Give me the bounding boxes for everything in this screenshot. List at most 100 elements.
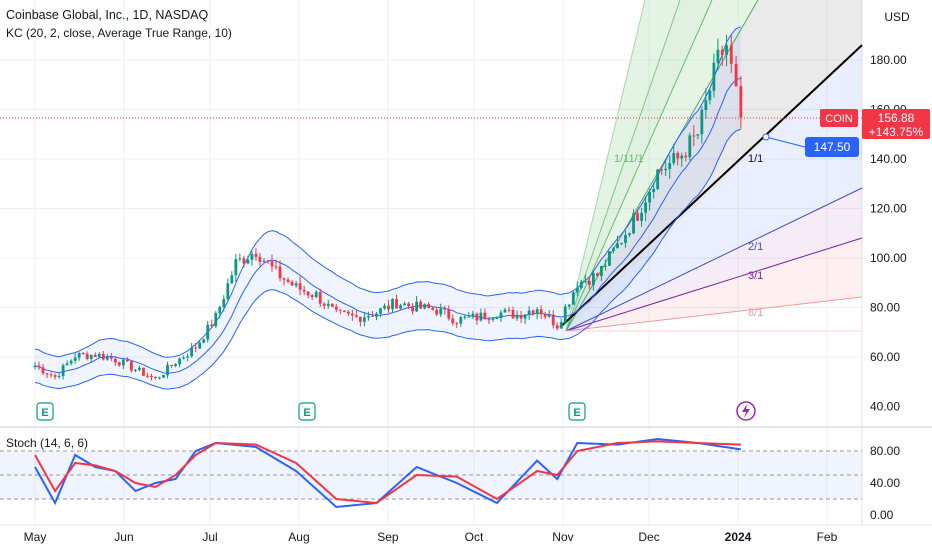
candle xyxy=(302,289,306,292)
time-tick-label: Jun xyxy=(114,530,133,544)
time-tick-label: Oct xyxy=(465,530,484,544)
candle xyxy=(206,324,210,340)
candle xyxy=(523,314,527,319)
fan-line xyxy=(565,296,863,332)
candle xyxy=(443,308,447,310)
candle xyxy=(680,155,684,159)
fan-label: 3/1 xyxy=(748,270,763,282)
gann-fan xyxy=(559,0,863,332)
candle xyxy=(704,100,708,110)
candle xyxy=(616,243,619,249)
fan-line xyxy=(565,187,863,332)
background-layer xyxy=(0,0,932,526)
time-tick-label: 2024 xyxy=(725,530,752,544)
candle xyxy=(226,283,230,299)
candle xyxy=(463,316,467,318)
candle xyxy=(246,259,250,264)
trendline-price-value: 147.50 xyxy=(814,140,851,154)
axes: 180.00160.00140.00120.00100.0080.0060.00… xyxy=(24,53,907,544)
candle xyxy=(33,365,37,368)
candle xyxy=(158,377,161,379)
kc-middle xyxy=(34,77,742,374)
time-tick-label: Sep xyxy=(377,530,399,544)
candle xyxy=(330,303,334,307)
candle xyxy=(716,49,720,63)
fan-line xyxy=(565,0,646,332)
candle xyxy=(483,312,487,320)
candle xyxy=(234,259,238,276)
price-tick-label: 140.00 xyxy=(870,152,907,166)
keltner-channel xyxy=(34,26,742,390)
candle xyxy=(322,303,326,306)
candle xyxy=(142,367,145,376)
indicator-legend[interactable]: KC (20, 2, close, Average True Range, 10… xyxy=(6,26,232,40)
price-tick-label: 80.00 xyxy=(870,301,900,315)
candle xyxy=(467,316,471,318)
candle xyxy=(310,295,314,297)
candle xyxy=(419,301,423,309)
candle xyxy=(632,213,635,234)
trendline-handle xyxy=(762,133,770,141)
candle xyxy=(182,357,186,359)
candle xyxy=(342,310,346,312)
candle xyxy=(688,135,692,158)
candle xyxy=(363,317,366,322)
candle xyxy=(583,280,587,282)
candle xyxy=(547,314,551,317)
candle xyxy=(262,260,266,262)
candle xyxy=(479,312,483,321)
candle xyxy=(708,90,712,101)
candle xyxy=(672,153,676,164)
candle xyxy=(93,354,97,357)
stoch-tick-label: 0.00 xyxy=(870,508,894,522)
candle xyxy=(567,304,571,307)
candle xyxy=(491,318,495,320)
candle xyxy=(125,359,129,362)
candle xyxy=(515,314,519,319)
candle xyxy=(447,309,451,319)
candle xyxy=(138,367,141,370)
time-tick-label: Feb xyxy=(817,530,838,544)
candle xyxy=(692,135,696,137)
price-tick-label: 100.00 xyxy=(870,251,907,265)
candle xyxy=(415,301,419,312)
candle xyxy=(459,317,463,324)
candle xyxy=(455,323,459,325)
candle xyxy=(499,312,503,318)
candle xyxy=(334,306,338,310)
candle xyxy=(700,109,704,135)
trend-line xyxy=(559,44,863,329)
candle xyxy=(254,253,258,257)
candle xyxy=(379,308,382,314)
candle xyxy=(318,292,322,304)
candle xyxy=(101,353,105,360)
candle xyxy=(230,275,234,284)
candle xyxy=(69,360,73,364)
candle xyxy=(258,256,262,262)
candle xyxy=(720,49,724,55)
chart-title: Coinbase Global, Inc., 1D, NASDAQ xyxy=(6,8,209,22)
candle xyxy=(734,63,738,87)
candle xyxy=(186,356,190,358)
stoch-d-line xyxy=(34,440,741,505)
candle xyxy=(427,304,431,308)
candle xyxy=(117,362,121,366)
candle xyxy=(652,188,656,192)
candle xyxy=(85,353,89,359)
currency-selector[interactable]: USD xyxy=(884,10,910,24)
time-tick-label: May xyxy=(24,530,47,544)
candle xyxy=(170,364,173,366)
candle xyxy=(286,279,290,282)
candle xyxy=(266,260,270,262)
candle xyxy=(354,315,358,317)
candle xyxy=(210,324,214,327)
earnings-label: E xyxy=(573,407,580,419)
candle xyxy=(644,202,648,213)
earnings-marker xyxy=(568,402,586,421)
candle xyxy=(178,358,182,365)
candle xyxy=(668,163,672,169)
candle xyxy=(624,235,627,243)
candle xyxy=(65,363,69,366)
fan-line xyxy=(565,237,863,332)
